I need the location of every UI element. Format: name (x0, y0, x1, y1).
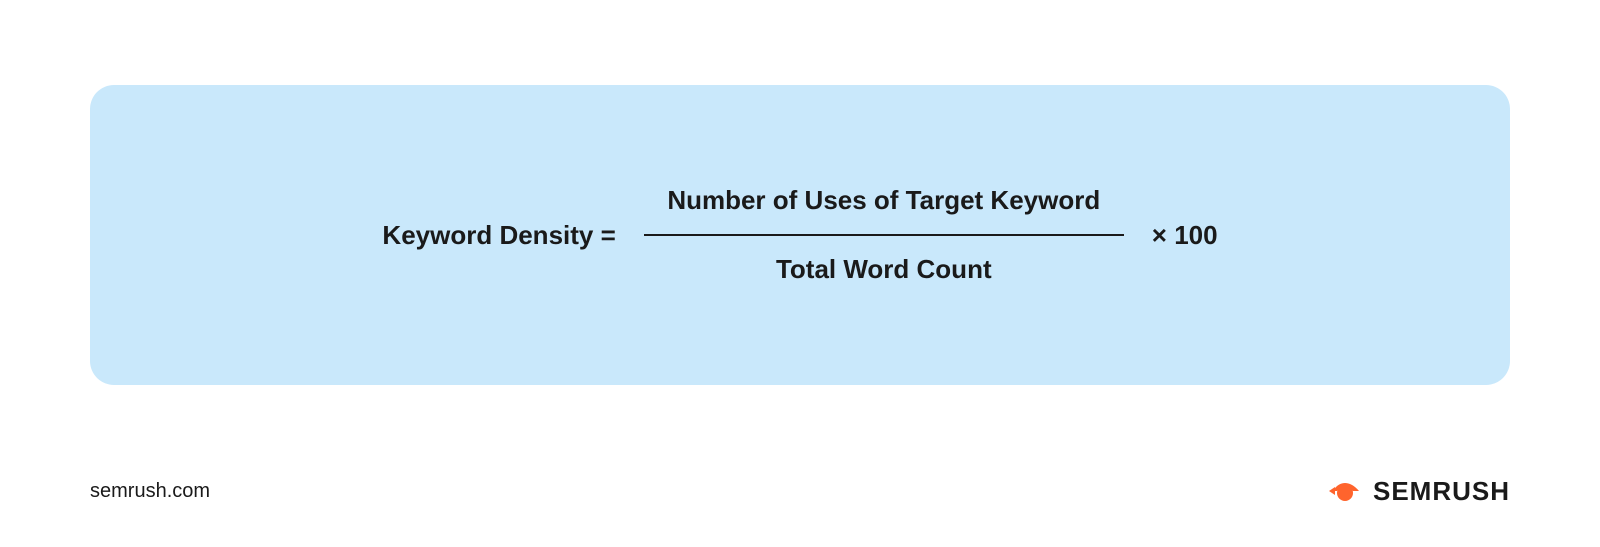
brand-logo: SEMRUSH (1327, 473, 1510, 509)
formula-box: Keyword Density = Number of Uses of Targ… (90, 85, 1510, 385)
formula-multiplier: × 100 (1152, 220, 1218, 251)
fraction: Number of Uses of Target Keyword Total W… (644, 185, 1124, 285)
fraction-denominator: Total Word Count (776, 236, 992, 285)
semrush-icon (1327, 473, 1363, 509)
formula-label: Keyword Density = (382, 220, 615, 251)
footer: semrush.com SEMRUSH (90, 473, 1510, 509)
brand-name: SEMRUSH (1373, 476, 1510, 507)
formula-content: Keyword Density = Number of Uses of Targ… (382, 185, 1217, 285)
footer-url: semrush.com (90, 480, 210, 503)
fraction-numerator: Number of Uses of Target Keyword (667, 185, 1100, 234)
